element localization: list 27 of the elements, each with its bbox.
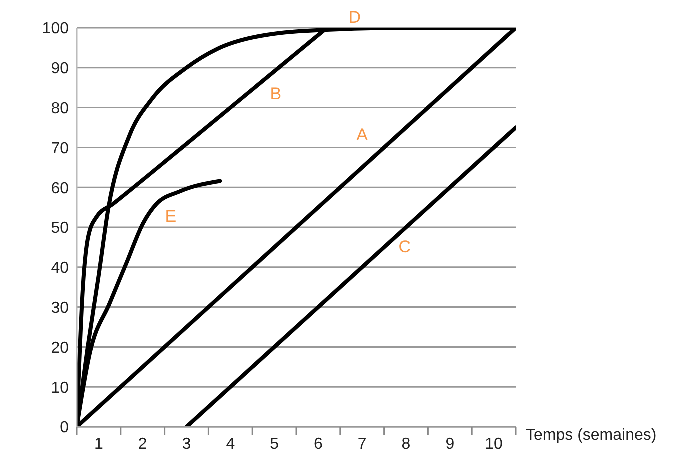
x-tick-label: 10 [485, 436, 504, 453]
y-tick-label: 50 [51, 220, 70, 238]
y-tick-label: 100 [42, 20, 70, 38]
x-tick-label: 5 [270, 436, 280, 453]
annotation: A [356, 126, 369, 145]
annotation: C [398, 238, 412, 257]
x-tick-label: 3 [182, 436, 192, 453]
y-tick-label: 80 [51, 100, 70, 118]
x-tick-label: 7 [358, 436, 367, 453]
y-tick-label: 20 [51, 340, 70, 357]
x-axis-title: Temps (semaines) [526, 427, 657, 444]
annotation: E [165, 206, 177, 226]
y-tick-label: 90 [51, 60, 70, 78]
y-tick-label: 30 [51, 300, 70, 317]
x-tick-label: 8 [402, 436, 411, 453]
y-tick-label: 10 [51, 380, 70, 397]
y-tick-label: 0 [60, 420, 70, 437]
y-tick-label: 60 [51, 180, 70, 198]
x-tick-label: 4 [226, 436, 236, 453]
x-tick-label: 2 [138, 436, 148, 453]
annotation: B [270, 84, 282, 104]
y-tick-label: 70 [51, 140, 70, 158]
x-tick-label: 9 [446, 436, 455, 453]
x-tick-label: 1 [94, 436, 104, 453]
y-tick-label: 40 [51, 260, 70, 278]
annotation: D [348, 8, 362, 27]
x-tick-label: 6 [314, 436, 323, 453]
